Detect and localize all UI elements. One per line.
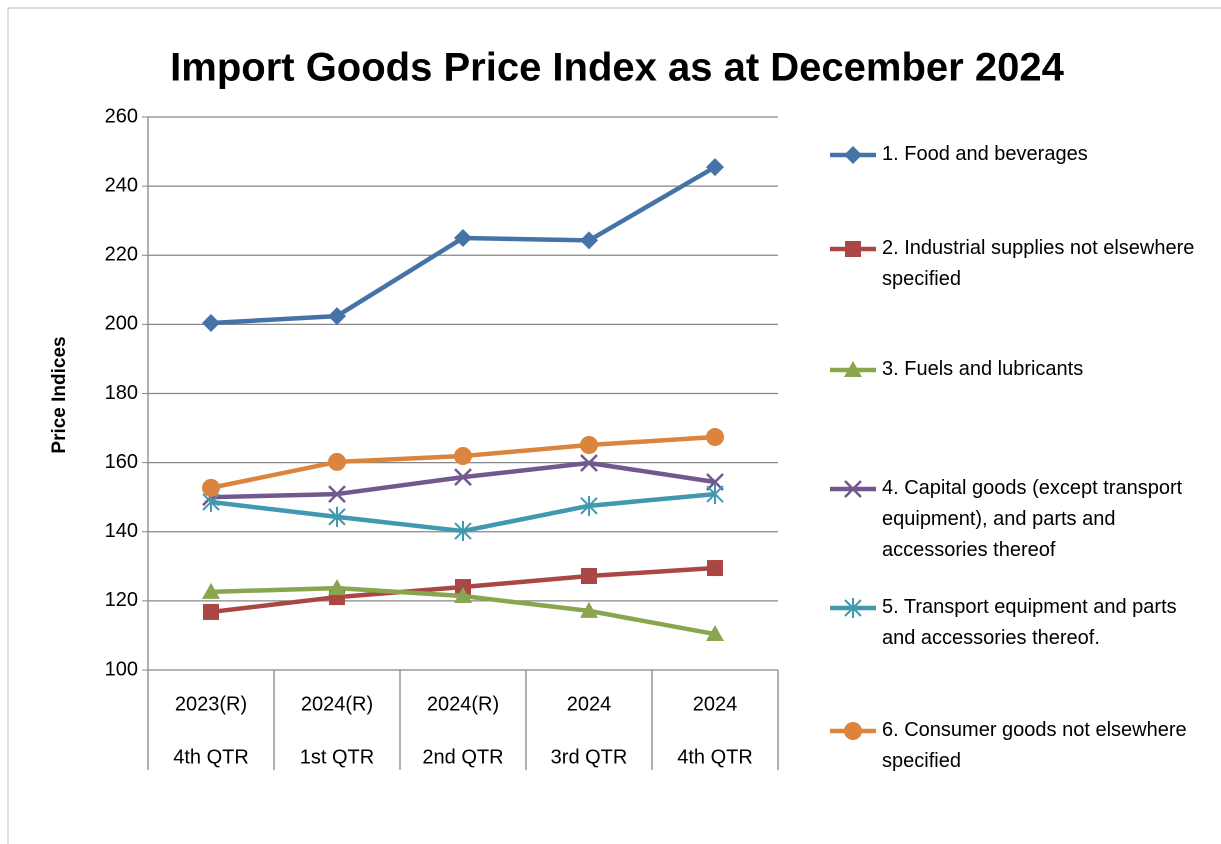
y-tick-label: 140 [105,520,138,542]
data-point [328,485,346,503]
data-point [580,601,598,618]
data-point [454,447,472,466]
x-tick-label: 2024(R) [301,693,373,715]
data-point [706,625,724,642]
data-point [202,478,220,497]
data-point [706,428,724,447]
data-point [328,307,346,326]
legend-label: 5. Transport equipment and parts and acc… [882,596,1177,649]
data-point [707,560,723,577]
chart-border [7,7,1221,844]
legend-marker [845,241,861,257]
data-point [202,313,220,332]
x-tick-label: 4th QTR [173,746,249,768]
y-tick-label: 180 [105,382,138,404]
legend-label: 3. Fuels and lubricants [882,358,1084,380]
y-tick-label: 260 [105,105,138,127]
y-axis-label: Price Indices [49,336,70,453]
y-tick-label: 160 [105,451,138,473]
legend-label: 1. Food and beverages [882,143,1088,165]
data-point [706,484,724,505]
legend-marker [844,361,862,377]
data-point [202,582,220,599]
data-point [328,579,346,596]
data-point [581,567,597,584]
x-tick-label: 2nd QTR [422,746,503,768]
x-tick-label: 2023(R) [175,693,247,715]
legend-marker [844,598,862,618]
legend-label: 2. Industrial supplies not elsewhere spe… [882,237,1195,290]
legend-marker [844,722,862,740]
data-point [580,495,598,516]
y-tick-label: 200 [105,313,138,335]
legend-marker [844,146,862,164]
x-tick-label: 1st QTR [300,746,374,768]
x-tick-label: 2024(R) [427,693,499,715]
y-tick-label: 120 [105,589,138,611]
data-point [580,231,598,250]
data-point [454,587,472,604]
data-point [706,158,724,177]
data-point [454,521,472,542]
data-point [580,454,598,472]
chart-title: Import Goods Price Index as at December … [170,46,1064,90]
y-tick-label: 220 [105,244,138,266]
y-tick-label: 100 [105,658,138,680]
data-point [580,435,598,454]
legend-label: 4. Capital goods (except transport equip… [882,477,1183,561]
data-point [454,468,472,487]
x-tick-label: 2024 [693,693,738,715]
y-tick-label: 240 [105,174,138,196]
data-point [454,228,472,247]
data-point [328,506,346,527]
data-point [706,473,724,491]
x-tick-label: 2024 [567,693,612,715]
legend-marker [844,480,862,498]
legend-label: 6. Consumer goods not elsewhere specifie… [882,719,1187,772]
data-point [328,452,346,471]
x-tick-label: 4th QTR [677,746,753,768]
x-tick-label: 3rd QTR [551,746,628,768]
series-line [210,460,716,500]
data-point [203,603,219,620]
